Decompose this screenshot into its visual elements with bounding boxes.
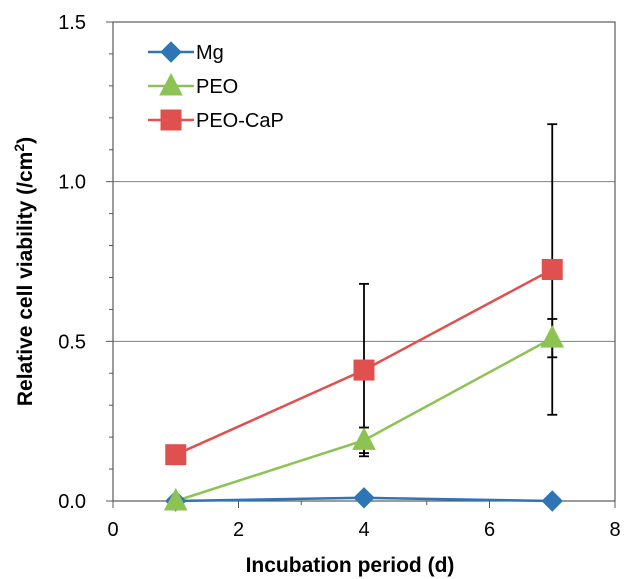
data-point-peo [540, 325, 565, 348]
legend-label: Mg [196, 42, 224, 64]
y-tick-label: 1.0 [58, 172, 86, 194]
data-point-peo-cap [353, 359, 375, 381]
legend-label: PEO-CaP [196, 110, 284, 132]
error-bars [359, 123, 558, 458]
data-point-peo [352, 427, 376, 450]
x-tick-label: 4 [358, 519, 369, 541]
data-point-peo-cap [165, 444, 187, 466]
x-tick-label: 2 [233, 519, 244, 541]
x-tick-label: 6 [484, 519, 495, 541]
data-point-mg [353, 487, 375, 509]
x-tick-label: 8 [609, 519, 620, 541]
data-point-peo [163, 487, 188, 511]
y-tick-label: 1.5 [58, 12, 86, 34]
x-axis-title: Incubation period (d) [246, 554, 455, 577]
y-axis-title-main: Relative cell viability (/cm [14, 152, 37, 406]
y-tick-labels: 0.0 0.5 1.0 1.5 [58, 12, 86, 513]
data-point-mg [541, 490, 563, 512]
y-axis-title-superscript: 2 [11, 144, 27, 152]
legend-label: PEO [196, 76, 238, 98]
data-markers [163, 258, 565, 512]
legend-swatch-marker [159, 72, 183, 96]
x-tick-labels: 0 2 4 6 8 [107, 519, 620, 541]
y-axis-title: Relative cell viability (/cm2) [11, 137, 37, 406]
y-axis-title-close: ) [14, 137, 37, 144]
legend: Mg PEO PEO-CaP [148, 41, 284, 132]
legend-swatch-marker [160, 41, 182, 63]
data-point-peo-cap [541, 258, 563, 280]
x-tick-label: 0 [107, 519, 118, 541]
y-tick-label: 0.5 [58, 331, 86, 353]
legend-swatch-marker [160, 109, 182, 131]
y-tick-label: 0.0 [58, 491, 86, 513]
